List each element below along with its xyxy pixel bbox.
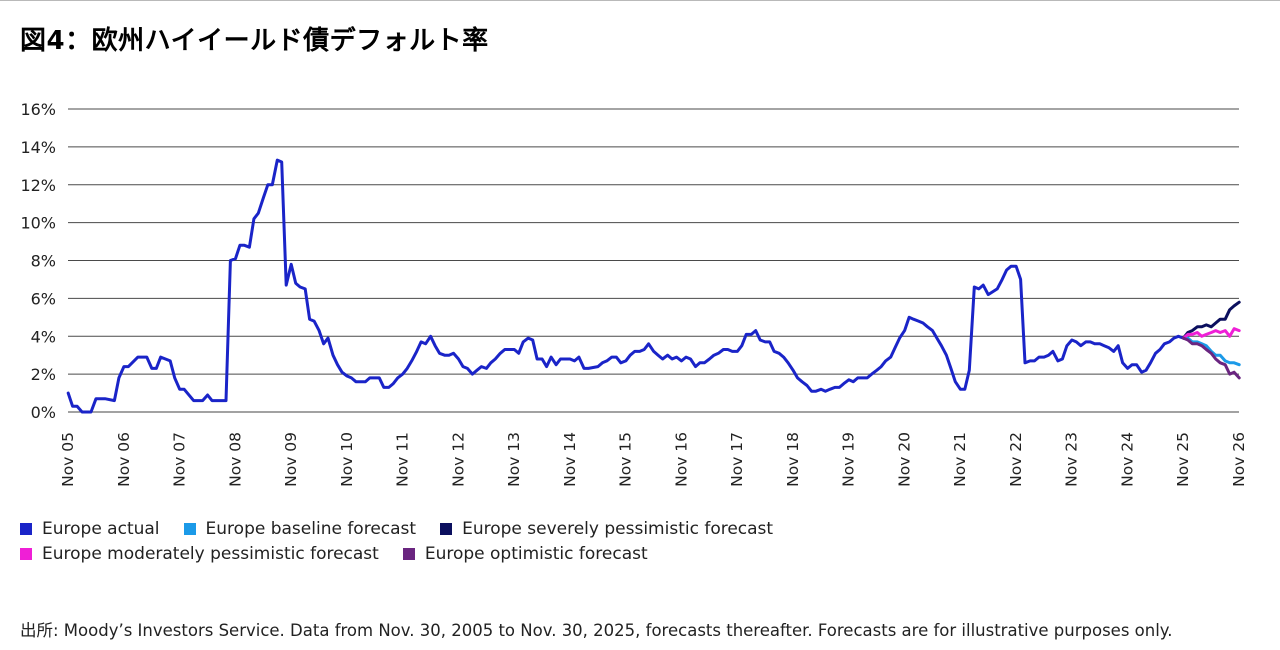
legend-swatch-baseline-forecast (183, 522, 196, 535)
series-line-europe-optimistic-forecast (1181, 336, 1241, 380)
legend: Europe actual Europe baseline forecast E… (20, 516, 797, 566)
x-tick-label-5: Nov 10 (338, 432, 356, 487)
y-tick-label-12: 12% (20, 176, 56, 195)
legend-swatch-europe-actual (20, 522, 32, 535)
x-tick-label-8: Nov 13 (505, 432, 523, 487)
legend-item-optimistic-forecast: Europe optimistic forecast (402, 543, 648, 564)
x-tick-label-10: Nov 15 (617, 432, 635, 487)
x-tick-label-2: Nov 07 (171, 432, 189, 487)
chart-title: 図4：欧州ハイイールド債デフォルト率 (20, 26, 489, 56)
x-tick-label-1: Nov 06 (115, 432, 133, 487)
y-tick-label-0: 0% (31, 403, 56, 422)
legend-item-baseline-forecast: Europe baseline forecast (183, 518, 417, 539)
x-tick-label-18: Nov 23 (1063, 432, 1081, 487)
top-rule (0, 0, 1280, 1)
legend-item-moderately-pessimistic-forecast: Europe moderately pessimistic forecast (20, 544, 379, 564)
series-line-europe-severely-pessimistic-forecast (1181, 300, 1241, 340)
legend-row-1: Europe actual Europe baseline forecast E… (20, 516, 797, 541)
series-line-europe-actual (66, 158, 1185, 414)
legend-label-europe-actual: Europe actual (42, 518, 160, 539)
legend-item-severely-pessimistic-forecast: Europe severely pessimistic forecast (440, 519, 773, 539)
x-tick-label-12: Nov 17 (728, 432, 746, 487)
legend-label-moderately-pessimistic-forecast: Europe moderately pessimistic forecast (42, 543, 379, 564)
legend-item-europe-actual: Europe actual (20, 519, 160, 539)
source-note: 出所: Moody’s Investors Service. Data from… (20, 621, 1173, 640)
x-tick-label-7: Nov 12 (449, 432, 467, 487)
x-tick-label-11: Nov 16 (672, 432, 690, 487)
x-tick-label-17: Nov 22 (1007, 432, 1025, 487)
x-tick-label-0: Nov 05 (59, 432, 77, 487)
x-tick-label-6: Nov 11 (394, 432, 412, 487)
legend-row-2: Europe moderately pessimistic forecast E… (20, 541, 797, 566)
x-tick-label-19: Nov 24 (1118, 432, 1136, 487)
x-tick-label-9: Nov 14 (561, 432, 579, 487)
x-tick-label-4: Nov 09 (282, 432, 300, 487)
y-tick-label-14: 14% (20, 138, 56, 157)
y-tick-label-10: 10% (20, 214, 56, 233)
y-tick-label-6: 6% (31, 289, 56, 308)
legend-label-optimistic-forecast: Europe optimistic forecast (424, 543, 648, 564)
series-line-europe-moderately-pessimistic-forecast (1181, 327, 1241, 340)
legend-swatch-optimistic-forecast (402, 547, 415, 560)
grid-lines (68, 108, 1239, 413)
x-tick-label-20: Nov 25 (1174, 432, 1192, 487)
y-tick-label-16: 16% (20, 100, 56, 119)
x-tick-label-13: Nov 18 (784, 432, 802, 487)
y-axis: 0% 2% 4% 6% 8% 10% 12% 14% 16% (20, 100, 56, 422)
x-tick-label-14: Nov 19 (840, 432, 858, 487)
y-tick-label-8: 8% (31, 252, 56, 271)
x-axis: Nov 05 Nov 06 Nov 07 Nov 08 Nov 09 Nov 10 Nov … (59, 432, 1248, 487)
x-tick-label-16: Nov 21 (951, 432, 969, 487)
x-tick-label-21: Nov 26 (1230, 432, 1248, 487)
y-tick-label-4: 4% (31, 327, 56, 346)
legend-label-baseline-forecast: Europe baseline forecast (205, 518, 417, 539)
y-tick-label-2: 2% (31, 365, 56, 384)
x-tick-label-15: Nov 20 (895, 432, 913, 487)
x-tick-label-3: Nov 08 (226, 432, 244, 487)
legend-swatch-moderately-pessimistic-forecast (20, 547, 32, 560)
plot-area (66, 158, 1241, 414)
legend-label-severely-pessimistic-forecast: Europe severely pessimistic forecast (462, 518, 774, 539)
legend-swatch-severely-pessimistic-forecast (440, 522, 453, 535)
